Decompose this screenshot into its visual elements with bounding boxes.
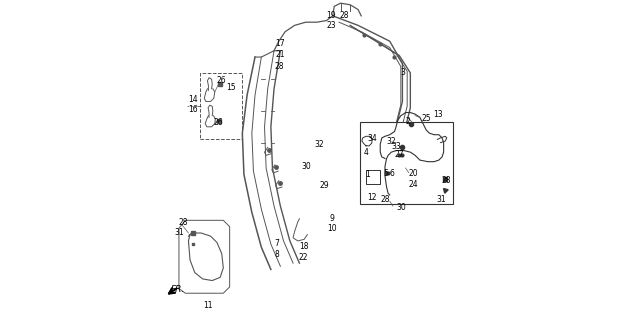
Text: 31: 31	[174, 229, 184, 237]
Text: 12: 12	[367, 193, 377, 202]
Text: 2: 2	[406, 117, 410, 126]
Text: 4: 4	[364, 148, 369, 157]
Text: 20
24: 20 24	[409, 169, 419, 189]
Text: 33: 33	[392, 142, 401, 151]
Text: 6: 6	[390, 169, 394, 178]
Text: 31: 31	[436, 195, 446, 204]
Text: 11: 11	[204, 301, 213, 310]
Text: 27: 27	[394, 150, 404, 159]
Text: 28: 28	[275, 62, 284, 71]
Text: 1: 1	[365, 171, 370, 179]
Text: 28: 28	[441, 176, 451, 184]
Text: 15: 15	[226, 83, 236, 92]
Text: 25: 25	[421, 114, 431, 123]
Text: 30: 30	[302, 162, 312, 171]
Bar	[366, 170, 380, 184]
Text: 7
8: 7 8	[275, 239, 280, 259]
Bar	[200, 73, 243, 139]
Text: 26: 26	[216, 76, 226, 85]
Text: 28: 28	[381, 195, 390, 204]
Text: 14
16: 14 16	[188, 95, 197, 114]
Text: FR.: FR.	[171, 285, 185, 294]
Text: 17
21: 17 21	[276, 39, 285, 59]
Text: 19
23: 19 23	[326, 11, 336, 30]
Text: 5: 5	[383, 169, 388, 178]
Text: 28: 28	[179, 218, 188, 227]
Text: 9
10: 9 10	[327, 214, 337, 233]
Text: 32: 32	[314, 140, 324, 149]
Text: 26: 26	[214, 118, 223, 126]
Text: 3: 3	[400, 68, 405, 77]
Bar	[360, 122, 453, 204]
Text: 13: 13	[433, 110, 443, 119]
Text: 30: 30	[396, 203, 406, 212]
Text: 29: 29	[319, 181, 329, 190]
Text: 32: 32	[387, 137, 396, 146]
Text: 28: 28	[340, 11, 349, 20]
Text: 34: 34	[368, 134, 378, 143]
Text: 18
22: 18 22	[299, 242, 308, 262]
